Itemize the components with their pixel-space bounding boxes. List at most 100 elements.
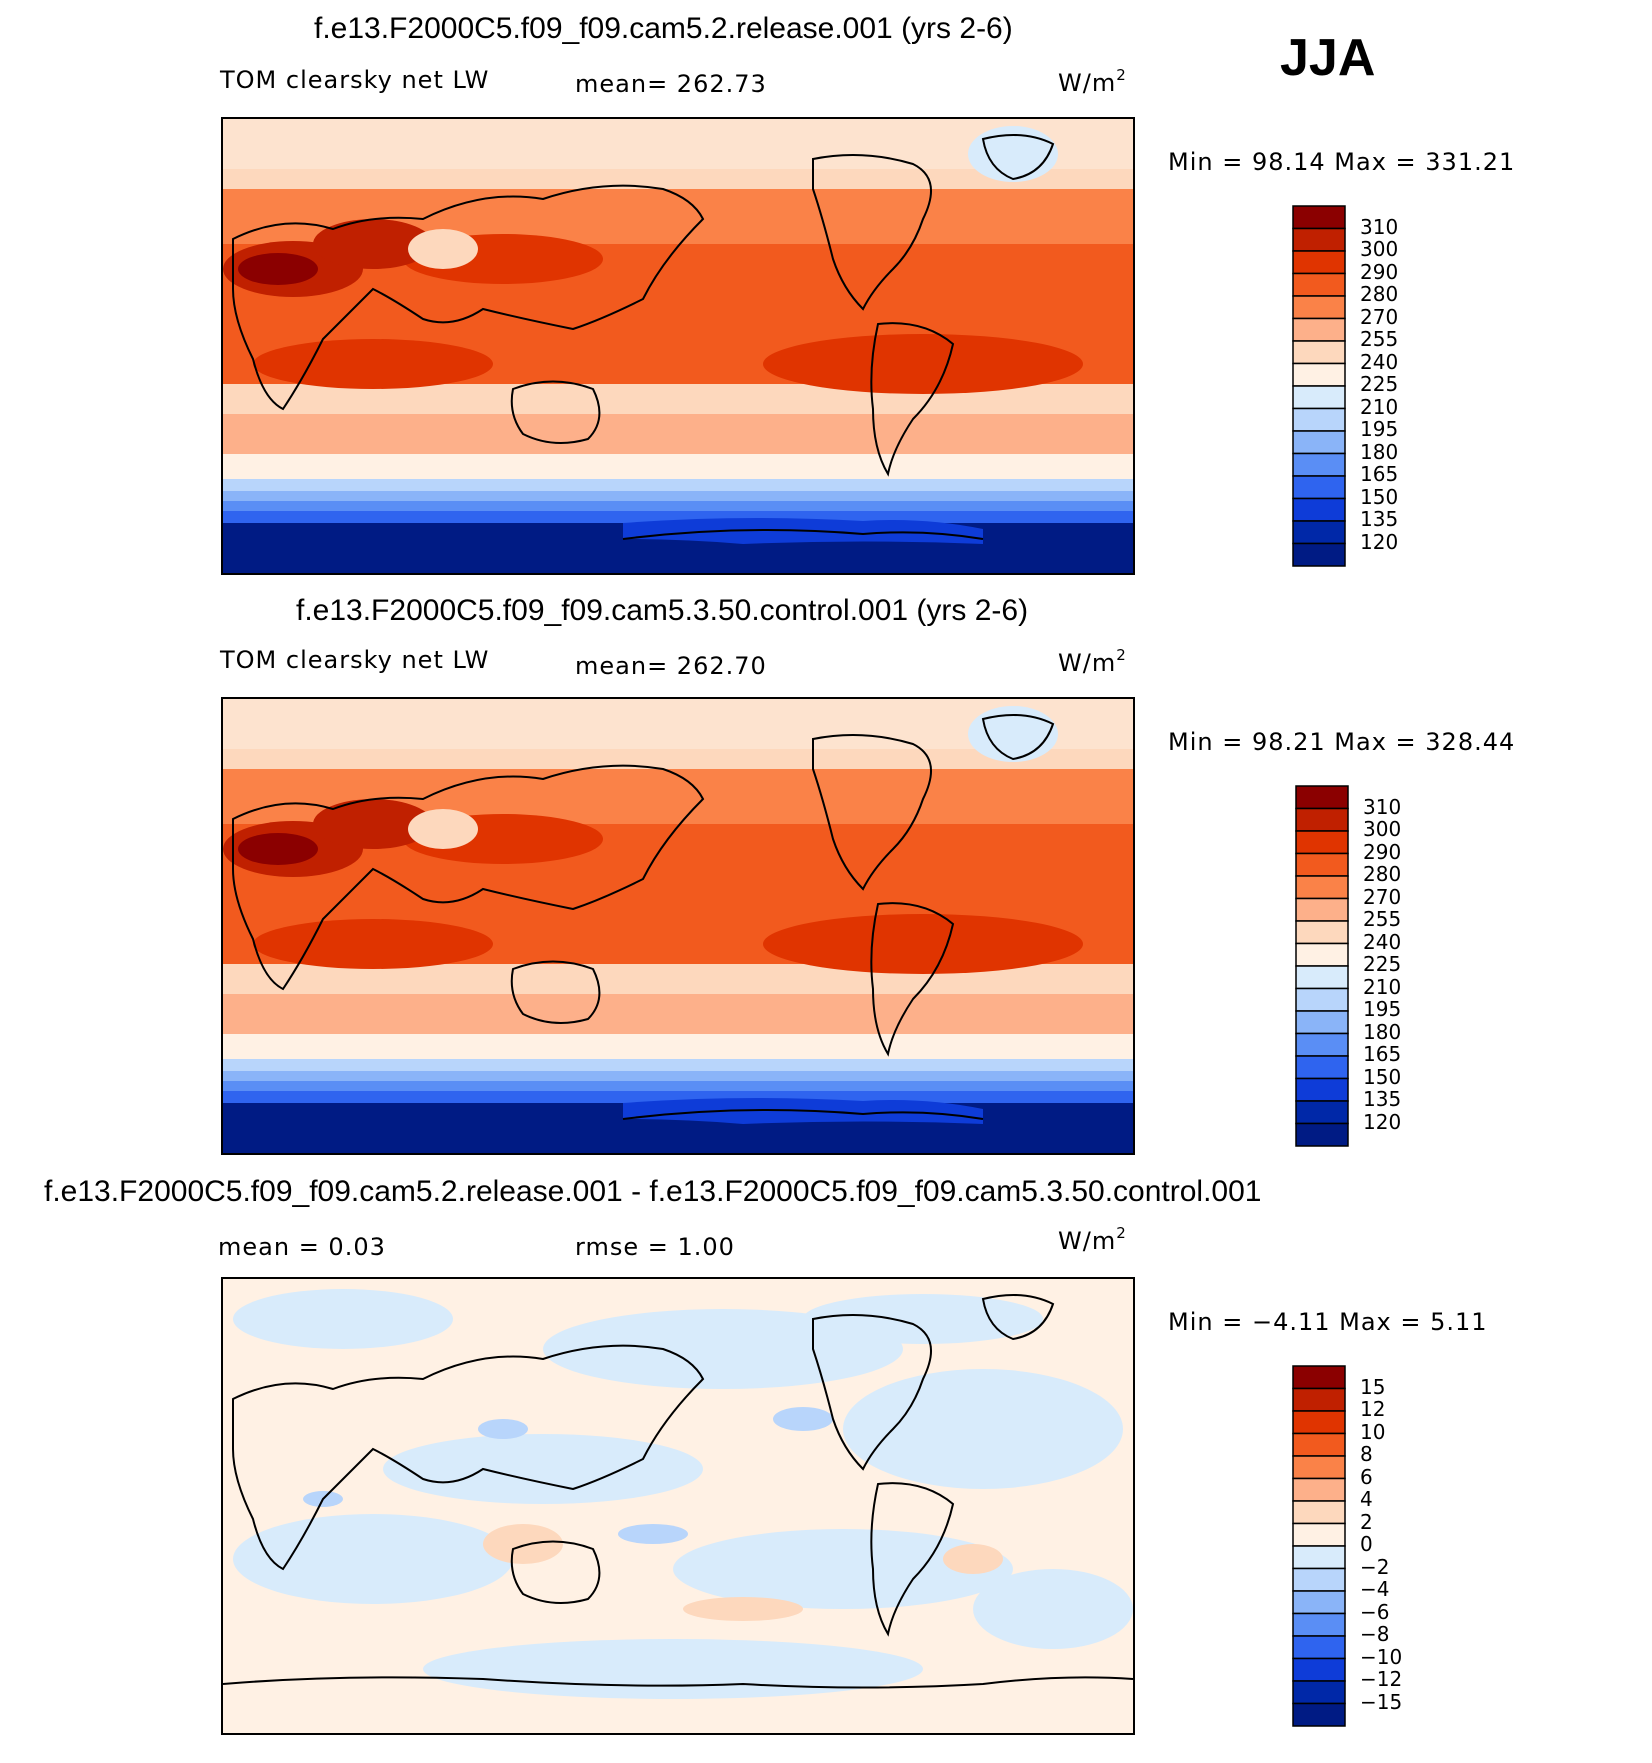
- colorbar-segment: [1292, 250, 1346, 275]
- colorbar-segment: [1292, 317, 1346, 342]
- colorbar-tick-label: 135: [1360, 507, 1399, 531]
- panel-3-map: [221, 1277, 1135, 1735]
- colorbar-segment: [1292, 1612, 1346, 1637]
- colorbar-segment: [1295, 1055, 1349, 1080]
- colorbar-segment: [1292, 1410, 1346, 1435]
- colorbar-segment: [1292, 1455, 1346, 1480]
- antarctica-outline: [622, 529, 984, 540]
- panel-3-rmse-label: rmse = 1.00: [575, 1233, 735, 1261]
- colorbar-segment: [1292, 1590, 1346, 1615]
- panel-3-colorbar-svg: [1292, 1365, 1346, 1727]
- colorbar-tick-label: 280: [1360, 282, 1399, 306]
- map-band-so-2: [223, 1071, 1133, 1081]
- colorbar-tick-label: 210: [1363, 974, 1402, 999]
- panel-3-title: f.e13.F2000C5.f09_f09.cam5.2.release.001…: [44, 1175, 1262, 1208]
- colorbar-tick-label: 150: [1360, 484, 1399, 509]
- colorbar-segment: [1292, 295, 1346, 320]
- colorbar-segment: [1292, 1545, 1346, 1570]
- colorbar-tick-label: 210: [1360, 394, 1399, 419]
- colorbar-tick-label: 310: [1363, 794, 1402, 819]
- colorbar-segment: [1295, 1010, 1349, 1035]
- panel-2-map-svg: [223, 699, 1133, 1153]
- panel-1-variable-label: TOM clearsky net LW: [220, 66, 490, 94]
- colorbar-segment: [1295, 920, 1349, 945]
- map-coastlines: [232, 714, 1055, 1120]
- panel-3-mean-label: mean = 0.03: [218, 1233, 386, 1261]
- panel-1-title: f.e13.F2000C5.f09_f09.cam5.2.release.001…: [314, 12, 1013, 45]
- colorbar-tick-label: 225: [1360, 372, 1399, 396]
- colorbar-tick-label: 120: [1363, 1109, 1402, 1134]
- panel-1-colorbar: [1292, 205, 1352, 572]
- colorbar-segment: [1295, 830, 1349, 855]
- panel-2-units: W/m2: [1058, 646, 1127, 677]
- greenland-outline: [981, 1294, 1055, 1341]
- colorbar-segment: [1292, 1635, 1346, 1660]
- panel-1-units: W/m2: [1058, 66, 1127, 97]
- colorbar-segment: [1292, 1387, 1346, 1412]
- eurasia-africa-outline: [232, 764, 705, 991]
- colorbar-tick-label: 8: [1360, 1442, 1373, 1466]
- colorbar-tick-label: −15: [1360, 1689, 1403, 1714]
- colorbar-segment: [1292, 475, 1346, 500]
- colorbar-tick-label: 165: [1360, 462, 1399, 486]
- colorbar-tick-label: 255: [1360, 327, 1399, 351]
- greenland-outline: [981, 714, 1055, 761]
- colorbar-segment: [1295, 807, 1349, 832]
- colorbar-segment: [1292, 1657, 1346, 1682]
- map-arabia: [313, 799, 433, 849]
- colorbar-segment: [1295, 1032, 1349, 1057]
- colorbar-tick-label: 120: [1360, 529, 1399, 554]
- north-america-outline: [812, 154, 932, 311]
- colorbar-segment: [1292, 520, 1346, 545]
- panel-1-colorbar-svg: [1292, 205, 1346, 567]
- greenland-outline: [981, 134, 1055, 181]
- colorbar-tick-label: 0: [1360, 1532, 1373, 1556]
- colorbar-tick-label: 225: [1363, 952, 1402, 976]
- south-america-outline: [870, 322, 955, 477]
- colorbar-tick-label: 6: [1360, 1464, 1373, 1489]
- colorbar-segment: [1292, 1477, 1346, 1502]
- north-america-outline: [812, 734, 932, 891]
- map-band-so-1: [223, 1059, 1133, 1071]
- panel-2-minmax: Min = 98.21 Max = 328.44: [1168, 728, 1516, 756]
- colorbar-tick-label: 15: [1360, 1374, 1386, 1399]
- colorbar-segment: [1292, 1432, 1346, 1457]
- colorbar-tick-label: −6: [1360, 1599, 1390, 1624]
- eurasia-africa-outline: [232, 184, 705, 411]
- colorbar-segment: [1295, 1077, 1349, 1102]
- australia-outline: [510, 960, 601, 1024]
- south-america-outline: [870, 902, 955, 1057]
- colorbar-segment: [1292, 272, 1346, 297]
- north-america-outline: [812, 1314, 932, 1471]
- colorbar-tick-label: 240: [1360, 349, 1399, 374]
- map-band-so-3: [223, 501, 1133, 511]
- colorbar-tick-label: 180: [1363, 1019, 1402, 1044]
- colorbar-segment: [1292, 1680, 1346, 1705]
- colorbar-segment: [1292, 1500, 1346, 1525]
- map-band-so-1: [223, 479, 1133, 491]
- colorbar-segment: [1292, 1365, 1346, 1390]
- colorbar-segment: [1295, 965, 1349, 990]
- colorbar-tick-label: 2: [1360, 1509, 1373, 1534]
- colorbar-segment: [1292, 385, 1346, 410]
- australia-outline: [510, 380, 601, 444]
- panel-2-map: [221, 697, 1135, 1155]
- map-atlantic-max: [253, 919, 493, 969]
- season-label: JJA: [1280, 29, 1376, 87]
- map-band-so-4: [223, 1091, 1133, 1103]
- colorbar-tick-label: −12: [1360, 1667, 1403, 1691]
- panel-2-mean-label: mean= 262.70: [575, 652, 767, 680]
- colorbar-tick-label: 195: [1363, 997, 1402, 1021]
- south-america-outline: [870, 1482, 955, 1637]
- map-coastlines: [232, 134, 1055, 540]
- colorbar-segment: [1292, 362, 1346, 387]
- map-coastlines: [223, 1294, 1133, 1689]
- map-pacific-max: [763, 334, 1083, 394]
- colorbar-tick-label: 290: [1360, 259, 1399, 284]
- colorbar-tick-label: 135: [1363, 1087, 1402, 1111]
- colorbar-tick-label: 280: [1363, 862, 1402, 886]
- australia-outline: [510, 1540, 601, 1604]
- map-band-sh-midlat: [223, 414, 1133, 454]
- map-band-sh-transition: [223, 1034, 1133, 1059]
- colorbar-tick-label: 300: [1360, 237, 1399, 261]
